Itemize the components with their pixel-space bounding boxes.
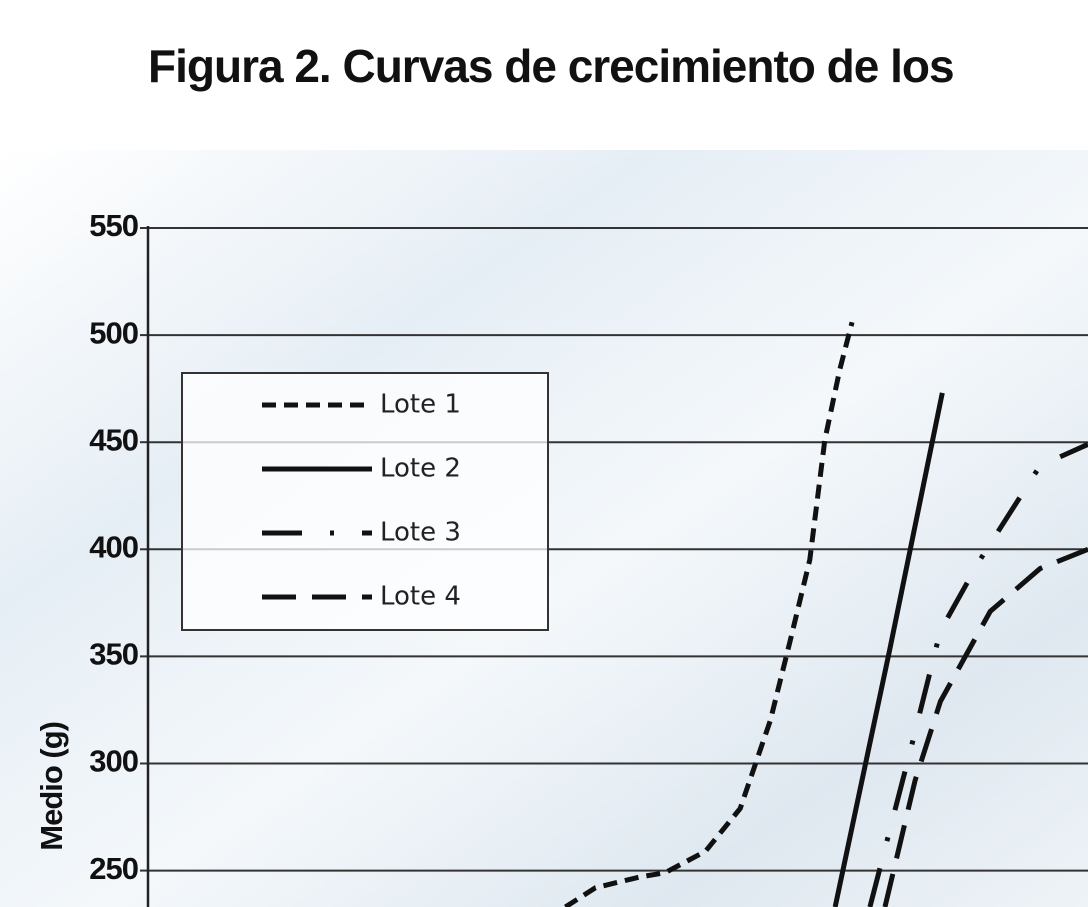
y-axis-label: Medio (g) (34, 722, 69, 851)
series-line (867, 442, 1088, 907)
series-line (564, 321, 855, 907)
y-tick-label: 350 (89, 637, 138, 672)
plot-lines (564, 321, 1088, 907)
legend-label: Lote 1 (380, 390, 461, 420)
y-tick-label: 550 (89, 208, 138, 243)
legend-box (181, 372, 549, 631)
y-tick-label: 400 (89, 529, 138, 564)
y-tick-label: 500 (89, 315, 138, 350)
y-tick-label: 250 (89, 851, 138, 886)
chart-title: Figura 2. Curvas de crecimiento de los (148, 40, 954, 92)
legend-label: Lote 4 (380, 582, 461, 612)
series-line (882, 546, 1088, 907)
y-tick-label: 300 (89, 744, 138, 779)
legend-label: Lote 3 (380, 518, 461, 548)
legend-label: Lote 2 (380, 454, 461, 484)
y-tick-label: 450 (89, 422, 138, 457)
legend: Lote 1 Lote 2 Lote 3 Lote 4 (181, 372, 549, 631)
series-line (832, 392, 945, 907)
